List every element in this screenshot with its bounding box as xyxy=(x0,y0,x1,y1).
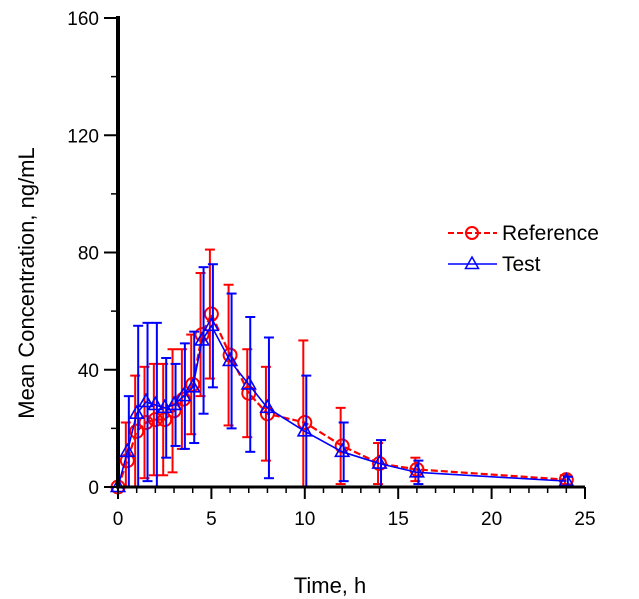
data-point-reference xyxy=(409,461,425,477)
x-tick-label: 5 xyxy=(206,509,217,530)
data-point-test xyxy=(193,331,211,346)
data-point-reference xyxy=(203,306,219,322)
data-point-test xyxy=(221,351,239,367)
series-layer xyxy=(109,248,575,495)
data-point-reference xyxy=(129,423,145,439)
data-point-reference xyxy=(138,415,154,431)
data-point-reference xyxy=(185,376,201,392)
data-point-test xyxy=(203,316,220,332)
data-point-reference xyxy=(147,412,163,428)
data-point-test xyxy=(371,454,388,469)
series-line-test xyxy=(117,324,567,488)
x-tick-label: 20 xyxy=(481,509,502,530)
data-point-reference xyxy=(297,415,313,431)
series-line-reference xyxy=(116,311,567,488)
data-point-test xyxy=(147,395,164,411)
data-point-test xyxy=(137,392,155,408)
x-axis-label: Time, h xyxy=(294,573,367,598)
data-point-test xyxy=(165,395,183,411)
x-tick-label: 25 xyxy=(574,509,595,530)
data-point-test xyxy=(259,398,276,414)
legend-marker-reference xyxy=(465,226,479,240)
data-point-test xyxy=(184,378,201,393)
legend-label-reference: Reference xyxy=(502,222,599,245)
legend: Reference Test xyxy=(448,222,599,276)
data-point-test xyxy=(408,463,425,478)
y-axis-label: Mean Concentration, ng/mL xyxy=(14,147,39,419)
legend-marker-test xyxy=(464,255,480,270)
y-tick-label: 120 xyxy=(67,126,99,147)
legend-label-test: Test xyxy=(502,253,541,276)
x-tick-label: 10 xyxy=(294,509,315,530)
data-point-reference xyxy=(175,391,191,407)
x-tick-label: 0 xyxy=(113,509,124,530)
data-point-test xyxy=(175,386,192,402)
y-tick-label: 160 xyxy=(67,9,99,30)
y-tick-label: 80 xyxy=(78,244,99,265)
axes-layer: 0 5 10 15 20 25 0 40 80 120 160 xyxy=(67,9,595,530)
data-point-test xyxy=(119,442,136,458)
y-tick-label: 40 xyxy=(78,361,99,382)
data-point-test xyxy=(334,442,351,458)
x-tick-label: 15 xyxy=(388,509,409,530)
data-point-test xyxy=(156,398,173,414)
series-test xyxy=(109,263,575,493)
y-tick-label: 0 xyxy=(88,478,99,499)
data-point-test xyxy=(240,375,257,390)
data-point-test xyxy=(296,422,313,437)
data-point-test xyxy=(128,404,145,420)
